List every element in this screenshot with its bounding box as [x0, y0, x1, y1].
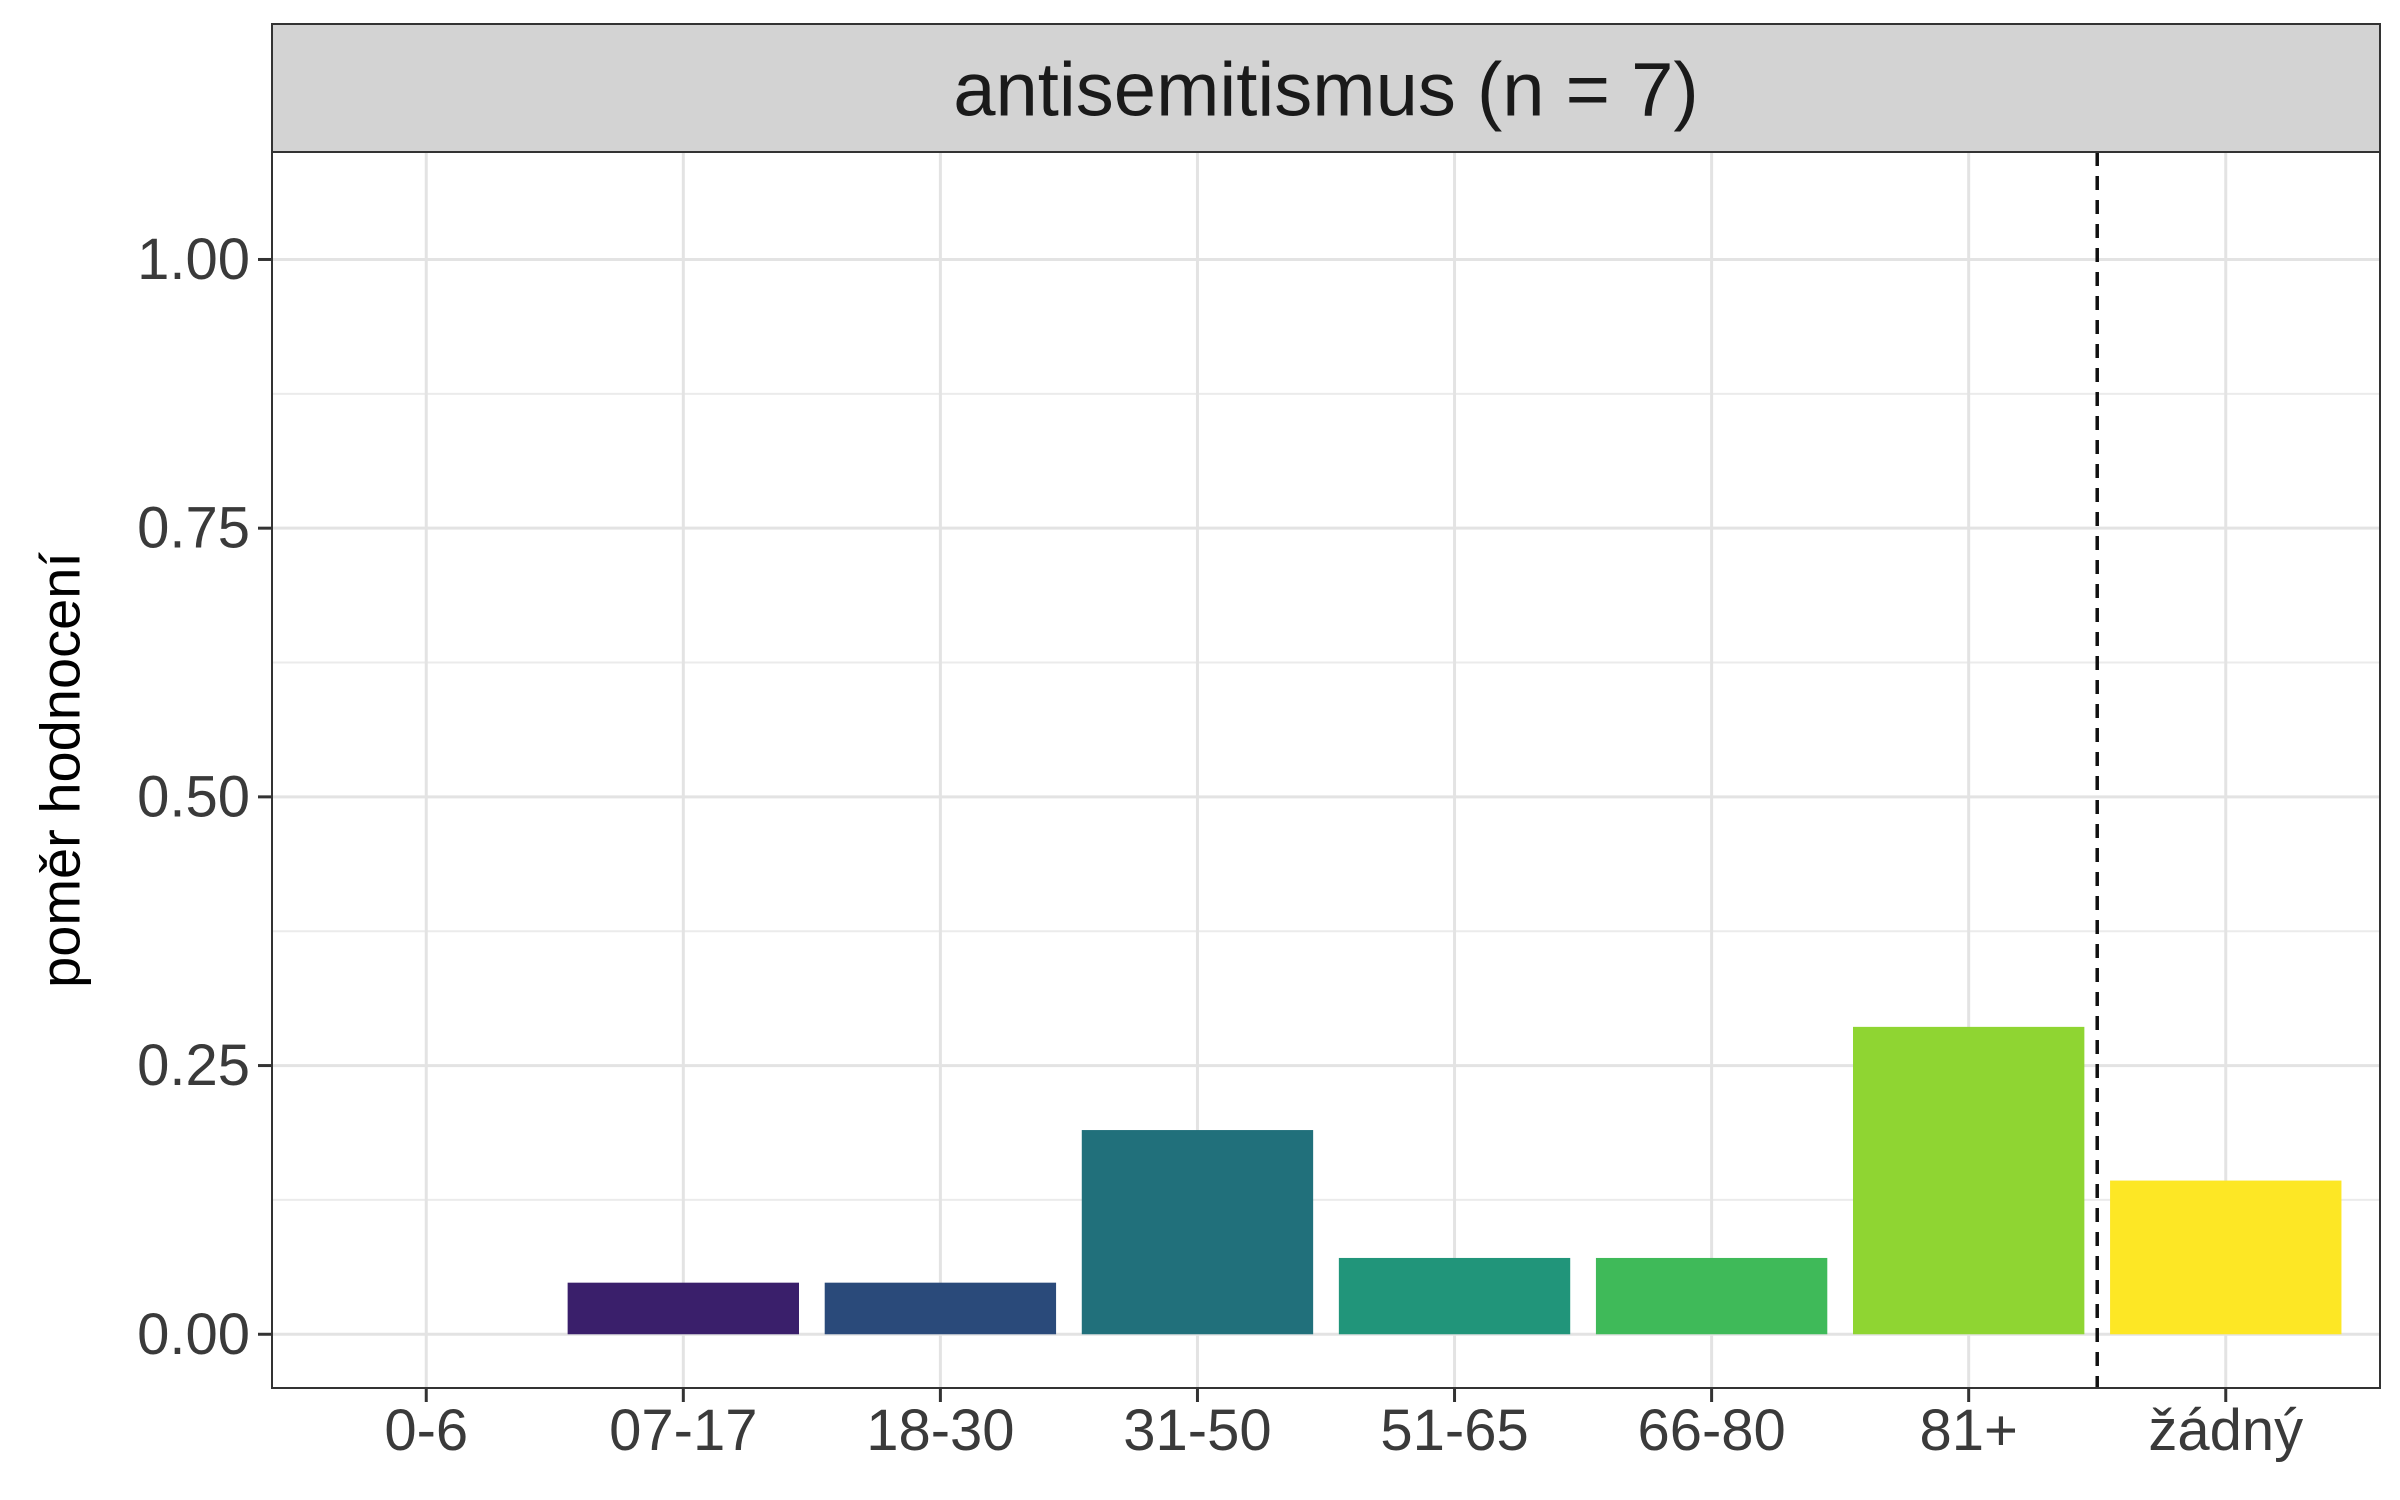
x-tick-label: 51-65	[1380, 1398, 1528, 1463]
x-tick-label: 81+	[1919, 1398, 2017, 1463]
bar-51-65	[1338, 1257, 1571, 1335]
x-tick-label: žádný	[2148, 1398, 2303, 1463]
bar-07-17	[567, 1282, 799, 1335]
bar-18-30	[824, 1282, 1057, 1335]
facet-strip-background	[271, 23, 2381, 153]
x-tick-label: 0-6	[384, 1398, 468, 1463]
y-tick-label: 0.25	[137, 1033, 250, 1098]
bars	[567, 1026, 2342, 1335]
facet-strip: antisemitismus (n = 7)	[271, 23, 2381, 153]
y-tick-label: 1.00	[137, 227, 250, 292]
facet-title: antisemitismus (n = 7)	[953, 48, 1698, 133]
y-tick-label: 0.75	[137, 496, 250, 561]
x-tick-label: 18-30	[866, 1398, 1014, 1463]
x-axis: 0-6 07-17 18-30 31-50 51-65 66-80 81+ žádný	[384, 1388, 2303, 1463]
y-tick-label: 0.50	[137, 764, 250, 829]
bar-81+	[1853, 1026, 2085, 1335]
y-axis-label: poměr hodnocení	[29, 552, 92, 988]
x-tick-label: 66-80	[1637, 1398, 1785, 1463]
bar-31-50	[1081, 1130, 1314, 1335]
y-tick-label: 0.00	[137, 1302, 250, 1367]
x-tick-label: 31-50	[1123, 1398, 1271, 1463]
bar-žádný	[2110, 1180, 2342, 1335]
bar-66-80	[1595, 1257, 1828, 1335]
x-tick-label: 07-17	[609, 1398, 757, 1463]
y-axis: 0.00 0.25 0.50 0.75 1.00	[137, 227, 272, 1367]
